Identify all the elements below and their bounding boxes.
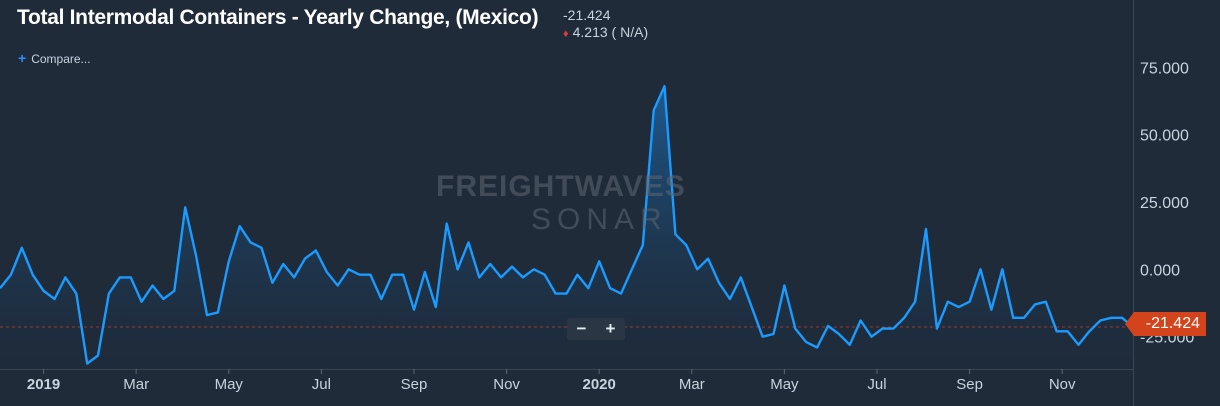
series-line xyxy=(0,85,1134,365)
x-tick-label: 2019 xyxy=(27,376,60,393)
chart-title: Total Intermodal Containers - Yearly Cha… xyxy=(17,6,539,29)
x-tick-label: Sep xyxy=(401,376,428,393)
x-tick-label: May xyxy=(215,376,244,393)
last-value: -21.424 xyxy=(563,7,611,23)
change-value: ♦ 4.213 ( N/A) xyxy=(563,24,648,40)
last-value-tag: -21.424 xyxy=(1125,312,1206,336)
change-text: 4.213 ( N/A) xyxy=(572,24,649,40)
y-tick-label: 75.000 xyxy=(1140,60,1189,77)
x-tick-label: May xyxy=(770,376,799,393)
x-tick-label: Nov xyxy=(1049,376,1076,393)
series-area xyxy=(0,86,1133,369)
y-tick-label: 25.000 xyxy=(1140,195,1189,212)
watermark-freightwaves: FREIGHTWAVES xyxy=(436,170,686,203)
plus-icon: + xyxy=(18,50,27,66)
zoom-out-button[interactable]: − xyxy=(576,319,587,338)
x-tick-label: Sep xyxy=(956,376,983,393)
x-tick-label: Mar xyxy=(123,376,149,393)
y-tick-label: 0.000 xyxy=(1140,262,1180,279)
watermark-sonar: SONAR xyxy=(531,203,668,236)
x-tick-label: Mar xyxy=(679,376,705,393)
down-marker-icon: ♦ xyxy=(563,28,569,40)
x-tick-label: Jul xyxy=(312,376,331,393)
x-tick-label: Jul xyxy=(867,376,886,393)
zoom-in-button[interactable]: + xyxy=(605,319,616,338)
compare-label: Compare... xyxy=(31,52,91,66)
x-tick-label: Nov xyxy=(493,376,520,393)
compare-button[interactable]: + Compare... xyxy=(18,50,91,66)
zoom-controls: − + xyxy=(567,318,625,340)
x-tick-label: 2020 xyxy=(582,376,615,393)
y-tick-label: 50.000 xyxy=(1140,128,1189,145)
